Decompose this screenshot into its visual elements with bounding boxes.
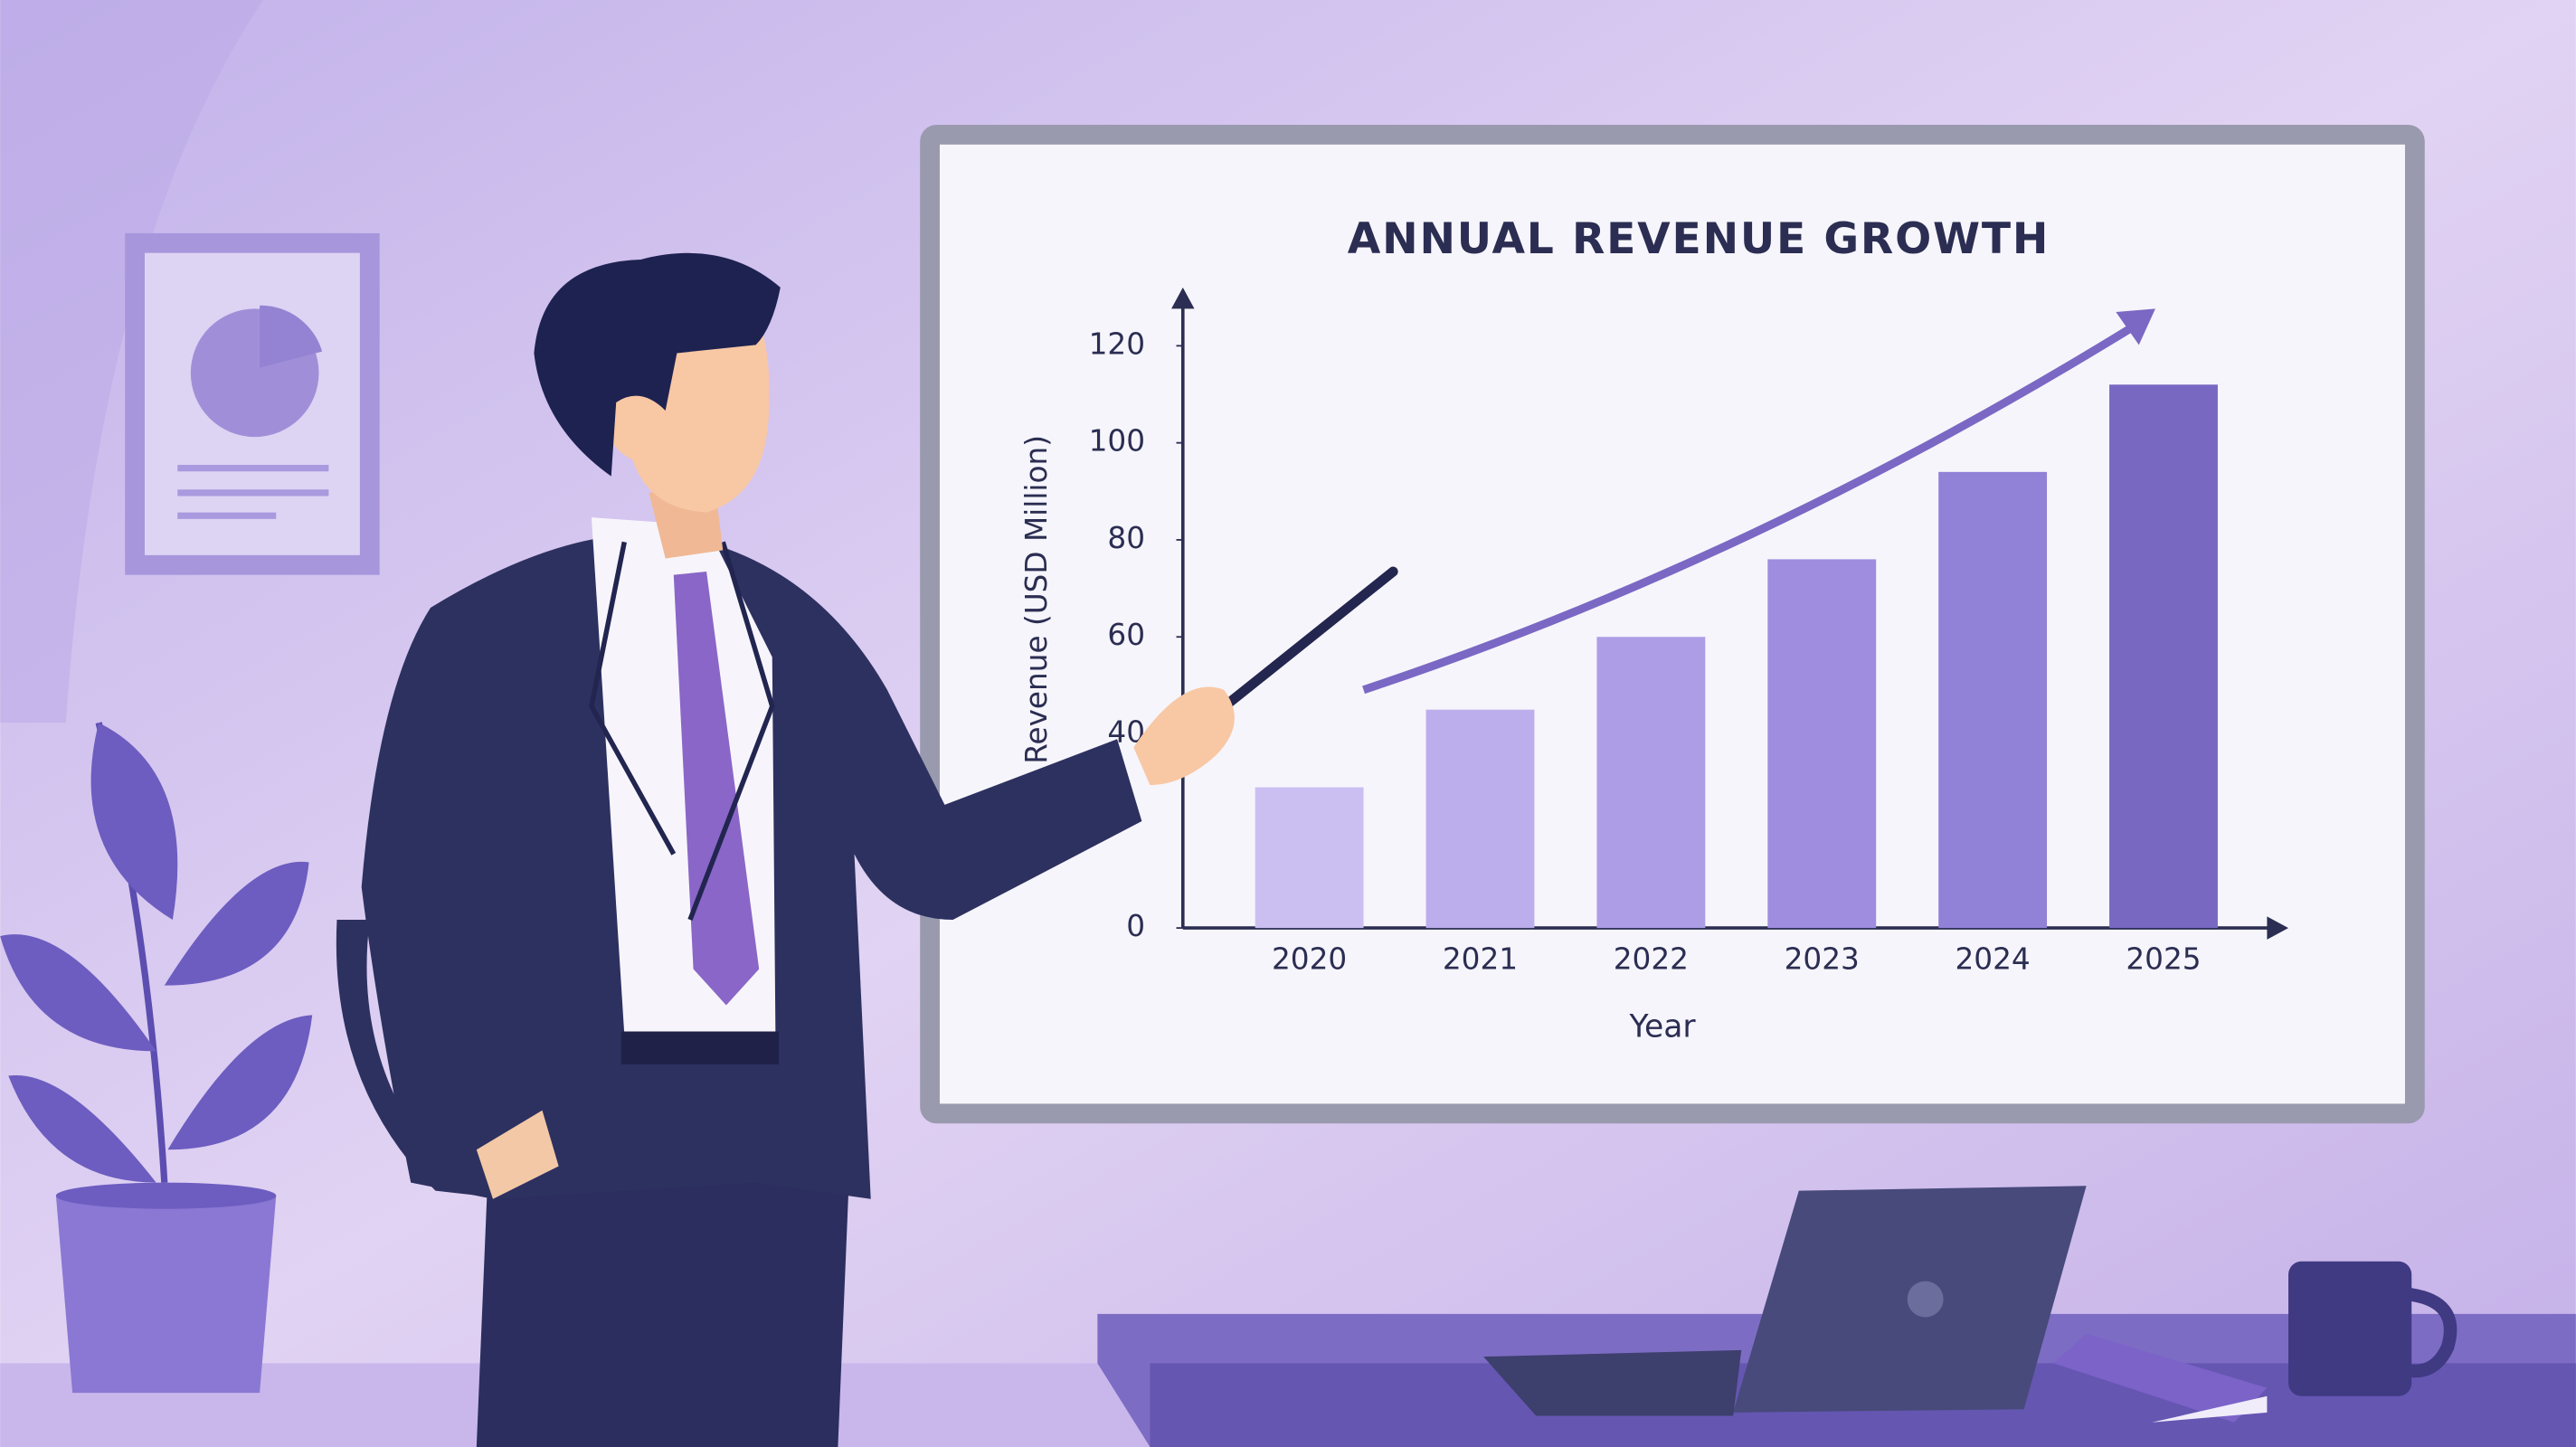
wall-shade (0, 0, 263, 724)
y-tick-label: 60 (1107, 618, 1145, 652)
x-tick-label: 2021 (1443, 941, 1518, 976)
trend-arrow (1362, 321, 2138, 695)
x-tick-label: 2023 (1785, 941, 1860, 976)
x-tick-label: 2025 (2126, 941, 2201, 976)
y-tick-label: 100 (1089, 424, 1145, 459)
plant (0, 722, 313, 1394)
y-tick-label: 80 (1107, 521, 1145, 555)
y-tick-label: 0 (1126, 909, 1145, 943)
y-tick-label: 120 (1089, 326, 1145, 361)
x-tick-label: 2020 (1272, 941, 1347, 976)
bar (1938, 471, 2048, 929)
x-axis-label: Year (1629, 1008, 1697, 1045)
desk (1097, 1186, 2576, 1447)
bar (1767, 559, 1877, 929)
presenter (336, 252, 1398, 1447)
y-axis-arrow (1171, 287, 1195, 309)
bar (1425, 709, 1535, 929)
bar (1596, 637, 1706, 929)
x-axis-arrow (2267, 916, 2289, 940)
y-axis-label: Revenue (USD Million) (1019, 435, 1054, 764)
bar (2109, 384, 2218, 929)
chart-title: ANNUAL REVENUE GROWTH (1348, 214, 2050, 264)
trend-arrowhead (2116, 308, 2155, 345)
bar (1255, 787, 1364, 929)
x-tick-label: 2024 (1956, 941, 2031, 976)
x-tick-label: 2022 (1614, 941, 1689, 976)
wall-picture (125, 232, 380, 575)
